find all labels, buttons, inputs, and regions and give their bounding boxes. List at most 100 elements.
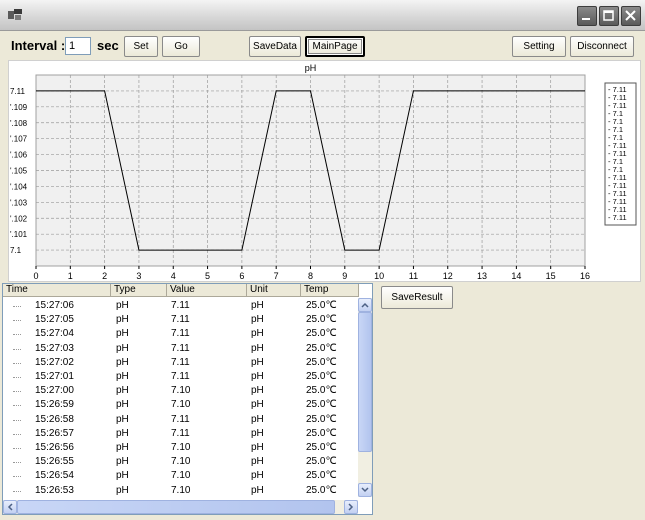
y-tick-label: '.101 xyxy=(10,230,28,239)
x-tick-label: 9 xyxy=(342,271,347,281)
cell-time: 15:26:55 xyxy=(35,456,74,468)
minimize-button[interactable] xyxy=(577,6,597,26)
legend-entry: - 7.1 xyxy=(608,133,623,142)
setting-button[interactable]: Setting xyxy=(512,36,566,57)
cell-time: 15:27:04 xyxy=(35,328,74,340)
horizontal-scrollbar[interactable] xyxy=(3,500,358,514)
scroll-thumb-vertical[interactable] xyxy=(358,312,372,452)
maximize-button[interactable] xyxy=(599,6,619,26)
legend-entry: - 7.11 xyxy=(608,85,627,94)
tree-connector xyxy=(13,306,21,307)
table-row[interactable]: 15:26:55 pH 7.10 pH 25.0℃ xyxy=(3,455,357,469)
chart-title: pH xyxy=(305,63,317,73)
x-tick-label: 2 xyxy=(102,271,107,281)
column-header-time[interactable]: Time xyxy=(3,284,111,297)
cell-type: pH xyxy=(116,413,129,425)
cell-value: 7.10 xyxy=(171,470,191,482)
cell-temp: 25.0℃ xyxy=(306,442,337,453)
tree-connector xyxy=(13,419,21,421)
table-row[interactable]: 15:26:59 pH 7.10 pH 25.0℃ xyxy=(3,398,357,412)
x-tick-label: 6 xyxy=(239,271,244,281)
scroll-thumb-horizontal[interactable] xyxy=(17,500,335,514)
cell-temp: 25.0℃ xyxy=(306,314,337,326)
vertical-scrollbar[interactable] xyxy=(358,298,372,497)
cell-value: 7.11 xyxy=(171,427,190,439)
table-row[interactable]: 15:26:57 pH 7.11 pH 25.0℃ xyxy=(3,427,357,441)
x-tick-label: 13 xyxy=(477,271,487,281)
table-row[interactable]: 15:26:53 pH 7.10 pH 25.0℃ xyxy=(3,484,357,498)
column-header-value[interactable]: Value xyxy=(167,284,247,297)
x-tick-label: 14 xyxy=(511,271,521,281)
cell-temp: 25.0℃ xyxy=(306,470,337,482)
cell-type: pH xyxy=(116,442,129,453)
cell-unit: pH xyxy=(251,328,264,340)
go-button[interactable]: Go xyxy=(162,36,200,57)
legend-entry: - 7.1 xyxy=(608,125,623,134)
scroll-left-button[interactable] xyxy=(3,500,17,514)
legend-entry: - 7.11 xyxy=(608,189,627,198)
cell-value: 7.10 xyxy=(171,484,191,496)
cell-unit: pH xyxy=(251,356,264,368)
tree-connector xyxy=(13,362,21,364)
table-row[interactable]: 15:27:05 pH 7.11 pH 25.0℃ xyxy=(3,313,357,327)
scroll-up-button[interactable] xyxy=(358,298,372,312)
table-row[interactable]: 15:27:02 pH 7.11 pH 25.0℃ xyxy=(3,356,357,370)
legend-entry: - 7.1 xyxy=(608,109,623,118)
cell-time: 15:27:00 xyxy=(35,385,74,397)
scroll-right-button[interactable] xyxy=(344,500,358,514)
x-tick-label: 8 xyxy=(308,271,313,281)
cell-value: 7.11 xyxy=(171,328,190,340)
x-tick-label: 16 xyxy=(580,271,590,281)
tree-connector xyxy=(13,391,21,393)
title-bar[interactable] xyxy=(0,0,645,31)
set-button[interactable]: Set xyxy=(124,36,158,57)
table-row[interactable]: 15:26:56 pH 7.10 pH 25.0℃ xyxy=(3,441,357,455)
table-row[interactable]: 15:27:03 pH 7.11 pH 25.0℃ xyxy=(3,342,357,356)
close-button[interactable] xyxy=(621,6,641,26)
cell-temp: 25.0℃ xyxy=(306,399,337,411)
cell-temp: 25.0℃ xyxy=(306,300,337,311)
cell-temp: 25.0℃ xyxy=(306,385,337,397)
cell-value: 7.11 xyxy=(171,342,190,354)
cell-type: pH xyxy=(116,356,129,368)
cell-unit: pH xyxy=(251,484,264,496)
table-row[interactable]: 15:27:06 pH 7.11 pH 25.0℃ xyxy=(3,299,357,313)
maximize-icon xyxy=(603,10,614,21)
table-row[interactable]: 15:26:54 pH 7.10 pH 25.0℃ xyxy=(3,469,357,483)
tree-connector xyxy=(13,462,21,464)
y-tick-label: '.107 xyxy=(10,135,28,144)
table-row[interactable]: 15:27:01 pH 7.11 pH 25.0℃ xyxy=(3,370,357,384)
cell-unit: pH xyxy=(251,385,264,397)
table-row[interactable]: 15:26:58 pH 7.11 pH 25.0℃ xyxy=(3,413,357,427)
cell-type: pH xyxy=(116,385,129,397)
cell-time: 15:27:03 xyxy=(35,342,74,354)
cell-time: 15:27:02 xyxy=(35,356,74,368)
column-header-unit[interactable]: Unit xyxy=(247,284,301,297)
legend-entry: - 7.11 xyxy=(608,197,627,206)
cell-time: 15:27:01 xyxy=(35,371,74,382)
table-row[interactable]: 15:27:00 pH 7.10 pH 25.0℃ xyxy=(3,384,357,398)
cell-unit: pH xyxy=(251,314,264,326)
cell-type: pH xyxy=(116,328,129,340)
mainpage-button[interactable]: MainPage xyxy=(305,36,365,57)
chevron-left-icon xyxy=(7,503,13,511)
save-result-button[interactable]: SaveResult xyxy=(381,286,453,309)
cell-unit: pH xyxy=(251,470,264,482)
cell-value: 7.11 xyxy=(171,314,190,326)
cell-value: 7.10 xyxy=(171,399,191,411)
disconnect-button[interactable]: Disconnect xyxy=(570,36,634,57)
savedata-button[interactable]: SaveData xyxy=(249,36,301,57)
cell-unit: pH xyxy=(251,399,264,411)
column-header-type[interactable]: Type xyxy=(111,284,167,297)
cell-time: 15:26:56 xyxy=(35,442,74,453)
cell-value: 7.10 xyxy=(171,385,191,397)
cell-value: 7.11 xyxy=(171,413,190,425)
cell-time: 15:26:57 xyxy=(35,427,74,439)
cell-temp: 25.0℃ xyxy=(306,356,337,368)
interval-input[interactable] xyxy=(65,37,91,55)
cell-temp: 25.0℃ xyxy=(306,413,337,425)
scroll-down-button[interactable] xyxy=(358,483,372,497)
table-row[interactable]: 15:27:04 pH 7.11 pH 25.0℃ xyxy=(3,327,357,341)
cell-type: pH xyxy=(116,399,129,411)
column-header-temp[interactable]: Temp xyxy=(301,284,359,297)
